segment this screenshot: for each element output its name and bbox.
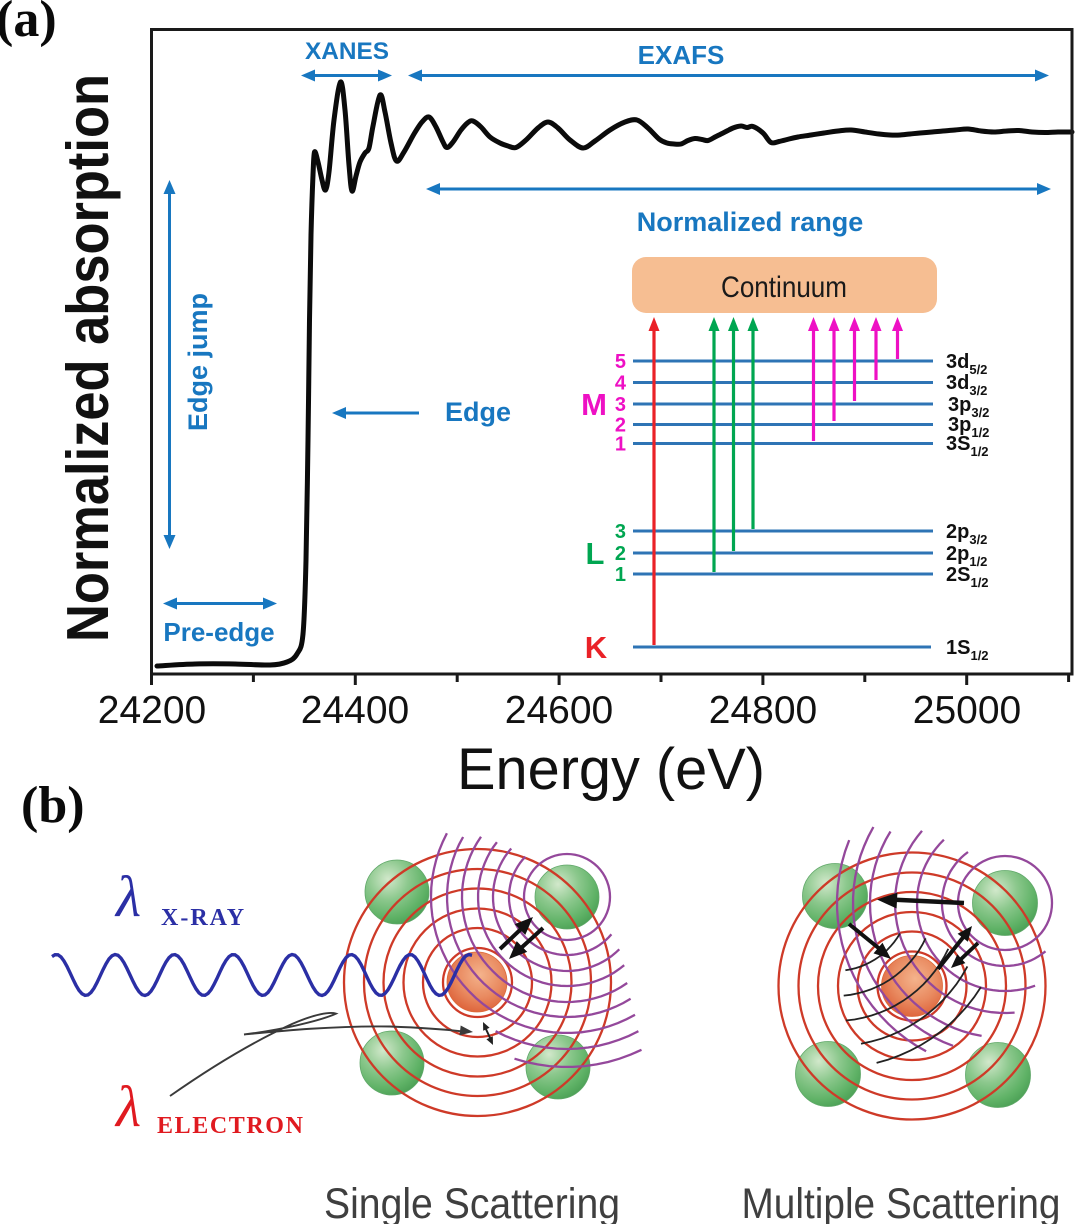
svg-text:Multiple Scattering: Multiple Scattering bbox=[742, 1180, 1061, 1224]
svg-text:3: 3 bbox=[615, 394, 626, 416]
svg-text:λ: λ bbox=[114, 1074, 141, 1139]
svg-text:Single Scattering: Single Scattering bbox=[324, 1180, 620, 1224]
svg-text:(b): (b) bbox=[21, 777, 85, 834]
svg-text:ELECTRON: ELECTRON bbox=[157, 1113, 305, 1139]
svg-text:1: 1 bbox=[615, 434, 626, 456]
svg-text:4: 4 bbox=[615, 373, 627, 395]
svg-text:M: M bbox=[581, 387, 607, 422]
svg-text:L: L bbox=[586, 536, 605, 571]
svg-text:EXAFS: EXAFS bbox=[638, 40, 725, 70]
svg-text:24600: 24600 bbox=[505, 689, 613, 732]
svg-text:2: 2 bbox=[615, 415, 626, 437]
svg-text:Normalized range: Normalized range bbox=[637, 207, 864, 237]
svg-text:Continuum: Continuum bbox=[721, 271, 847, 304]
svg-text:25000: 25000 bbox=[913, 689, 1021, 732]
svg-text:K: K bbox=[585, 630, 608, 665]
svg-text:24400: 24400 bbox=[301, 689, 409, 732]
svg-text:3: 3 bbox=[615, 521, 626, 543]
svg-text:Edge jump: Edge jump bbox=[183, 293, 213, 431]
svg-text:1S1/2: 1S1/2 bbox=[946, 637, 989, 663]
svg-text:5: 5 bbox=[615, 351, 626, 373]
svg-text:1: 1 bbox=[615, 564, 626, 586]
svg-text:Edge: Edge bbox=[445, 397, 511, 427]
svg-text:2: 2 bbox=[615, 543, 626, 565]
svg-text:24200: 24200 bbox=[98, 689, 206, 732]
svg-text:XANES: XANES bbox=[305, 38, 389, 65]
svg-text:24800: 24800 bbox=[709, 689, 817, 732]
svg-text:Normalized absorption: Normalized absorption bbox=[55, 74, 121, 642]
svg-text:Energy (eV): Energy (eV) bbox=[457, 737, 765, 802]
svg-text:λ: λ bbox=[114, 864, 141, 929]
svg-text:3p3/2: 3p3/2 bbox=[948, 394, 989, 420]
svg-text:(a): (a) bbox=[0, 0, 57, 48]
svg-text:X-RAY: X-RAY bbox=[161, 905, 246, 931]
svg-text:Pre-edge: Pre-edge bbox=[163, 617, 274, 647]
